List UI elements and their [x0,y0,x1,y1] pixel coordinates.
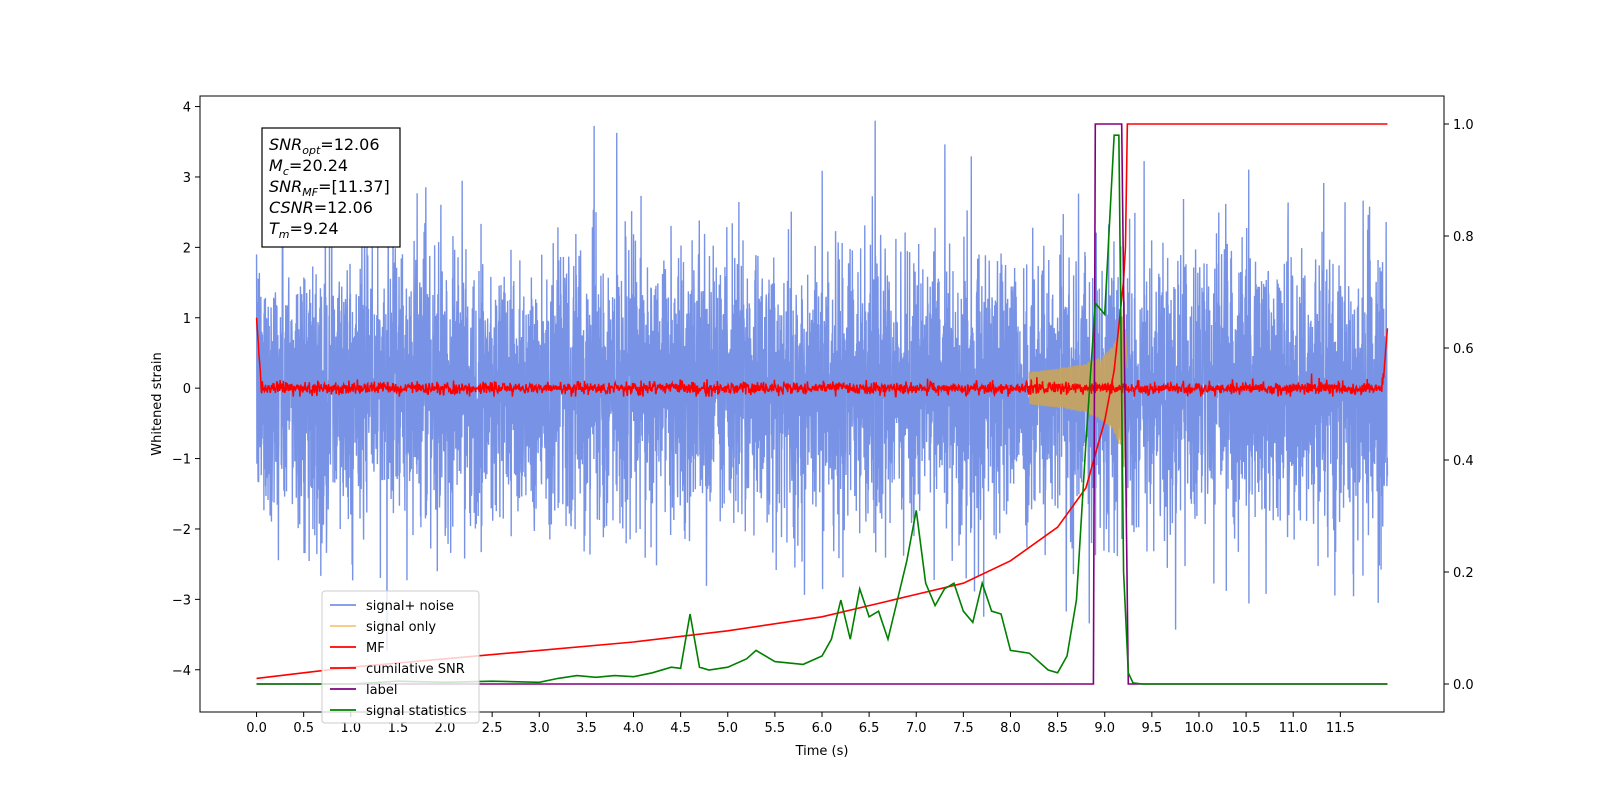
x-tick-label: 7.0 [906,721,927,736]
series-signal-noise [255,120,1389,651]
annotation-frame [261,127,401,248]
y2-tick-label: 0.6 [1453,342,1474,357]
x-tick-label: 11.5 [1326,721,1355,736]
annotation-line: SNRopt=12.06 [269,135,380,157]
x-tick-label: 8.5 [1047,721,1068,736]
x-tick-label: 3.0 [529,721,550,736]
y-tick-label: −2 [172,523,191,538]
annotation-line: Mc=20.24 [269,156,348,178]
x-tick-label: 1.5 [388,721,409,736]
x-tick-label: 2.0 [435,721,456,736]
x-tick-label: 0.0 [246,721,267,736]
legend-entry: MF [366,641,385,656]
y-tick-label: 1 [183,312,191,327]
x-tick-label: 3.5 [576,721,597,736]
x-tick-label: 4.0 [623,721,644,736]
legend-entry: signal only [366,620,436,635]
x-tick-label: 10.5 [1232,721,1261,736]
x-tick-label: 4.5 [670,721,691,736]
series-signal-only [1028,307,1128,468]
x-tick-label: 10.0 [1184,721,1213,736]
y-tick-label: −1 [172,453,191,468]
x-tick-label: 5.5 [765,721,786,736]
legend: signal+ noise signal only MF cumilative SNR… [321,590,480,724]
plot-area [255,120,1389,685]
x-axis-label: Time (s) [795,744,849,759]
x-tick-label: 7.5 [953,721,974,736]
x-tick-label: 11.0 [1279,721,1308,736]
y2-tick-label: 1.0 [1453,118,1474,133]
x-tick-label: 6.0 [812,721,833,736]
annotation-line: SNRMF=[11.37] [269,177,390,199]
y2-tick-label: 0.2 [1453,566,1474,581]
series-cumulative-snr [256,123,1388,680]
annotation-line: Tm=9.24 [269,219,339,241]
x-tick-label: 9.0 [1094,721,1115,736]
legend-entry: label [366,683,397,698]
x-tick-label: 9.5 [1142,721,1163,736]
y2-tick-label: 0.8 [1453,230,1474,245]
y2-tick-label: 0.0 [1453,678,1474,693]
y-tick-label: −4 [172,664,191,679]
axes: 0.0 0.5 1.0 1.5 2.0 2.5 3.0 3.5 4.0 4.5 5.0 5.5 6.0 6… [172,95,1474,736]
y-tick-label: 2 [183,241,191,256]
y-tick-label: 4 [183,101,191,116]
y-tick-label: −3 [172,593,191,608]
annotation-line: CSNR=12.06 [269,198,373,217]
x-tick-label: 8.0 [1000,721,1021,736]
x-tick-label: 0.5 [293,721,314,736]
legend-frame [321,590,480,724]
series-signal-statistics [256,134,1388,685]
x-tick-label: 6.5 [859,721,880,736]
legend-entry: signal+ noise [366,599,454,614]
legend-entry: signal statistics [366,704,467,719]
stats-annotation-box: SNRopt=12.06Mc=20.24SNRMF=[11.37]CSNR=12… [261,127,401,248]
series-mf [255,317,1389,398]
x-tick-label: 1.0 [340,721,361,736]
y-tick-label: 3 [183,171,191,186]
y2-tick-label: 0.4 [1453,454,1474,469]
y-axis-label: Whitened strain [150,352,165,455]
y-tick-label: 0 [183,382,191,397]
x-tick-label: 5.0 [717,721,738,736]
legend-entry: cumilative SNR [366,662,465,677]
x-tick-label: 2.5 [482,721,503,736]
